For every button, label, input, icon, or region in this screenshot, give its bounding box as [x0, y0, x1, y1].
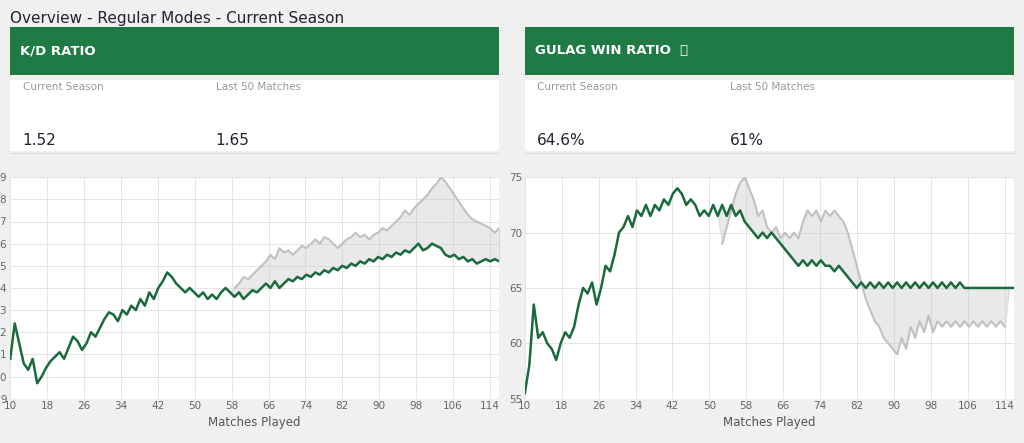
Text: 1.65: 1.65	[216, 133, 250, 148]
Text: Current Season: Current Season	[23, 82, 103, 92]
Text: Last 50 Matches: Last 50 Matches	[730, 82, 815, 92]
Text: Overview - Regular Modes - Current Season: Overview - Regular Modes - Current Seaso…	[10, 11, 344, 26]
X-axis label: Matches Played: Matches Played	[723, 416, 815, 429]
X-axis label: Matches Played: Matches Played	[209, 416, 301, 429]
Text: 1.52: 1.52	[23, 133, 56, 148]
Legend: Current Season, Last 50 Matches: Current Season, Last 50 Matches	[127, 128, 382, 146]
Text: Current Season: Current Season	[537, 82, 617, 92]
Text: Last 50 Matches: Last 50 Matches	[216, 82, 301, 92]
Text: 61%: 61%	[730, 133, 764, 148]
Text: GULAG WIN RATIO  🛡: GULAG WIN RATIO 🛡	[535, 44, 688, 58]
Text: 64.6%: 64.6%	[537, 133, 586, 148]
Text: K/D RATIO: K/D RATIO	[20, 44, 96, 58]
Legend: Current Season, Last 50 Matches: Current Season, Last 50 Matches	[642, 128, 897, 146]
